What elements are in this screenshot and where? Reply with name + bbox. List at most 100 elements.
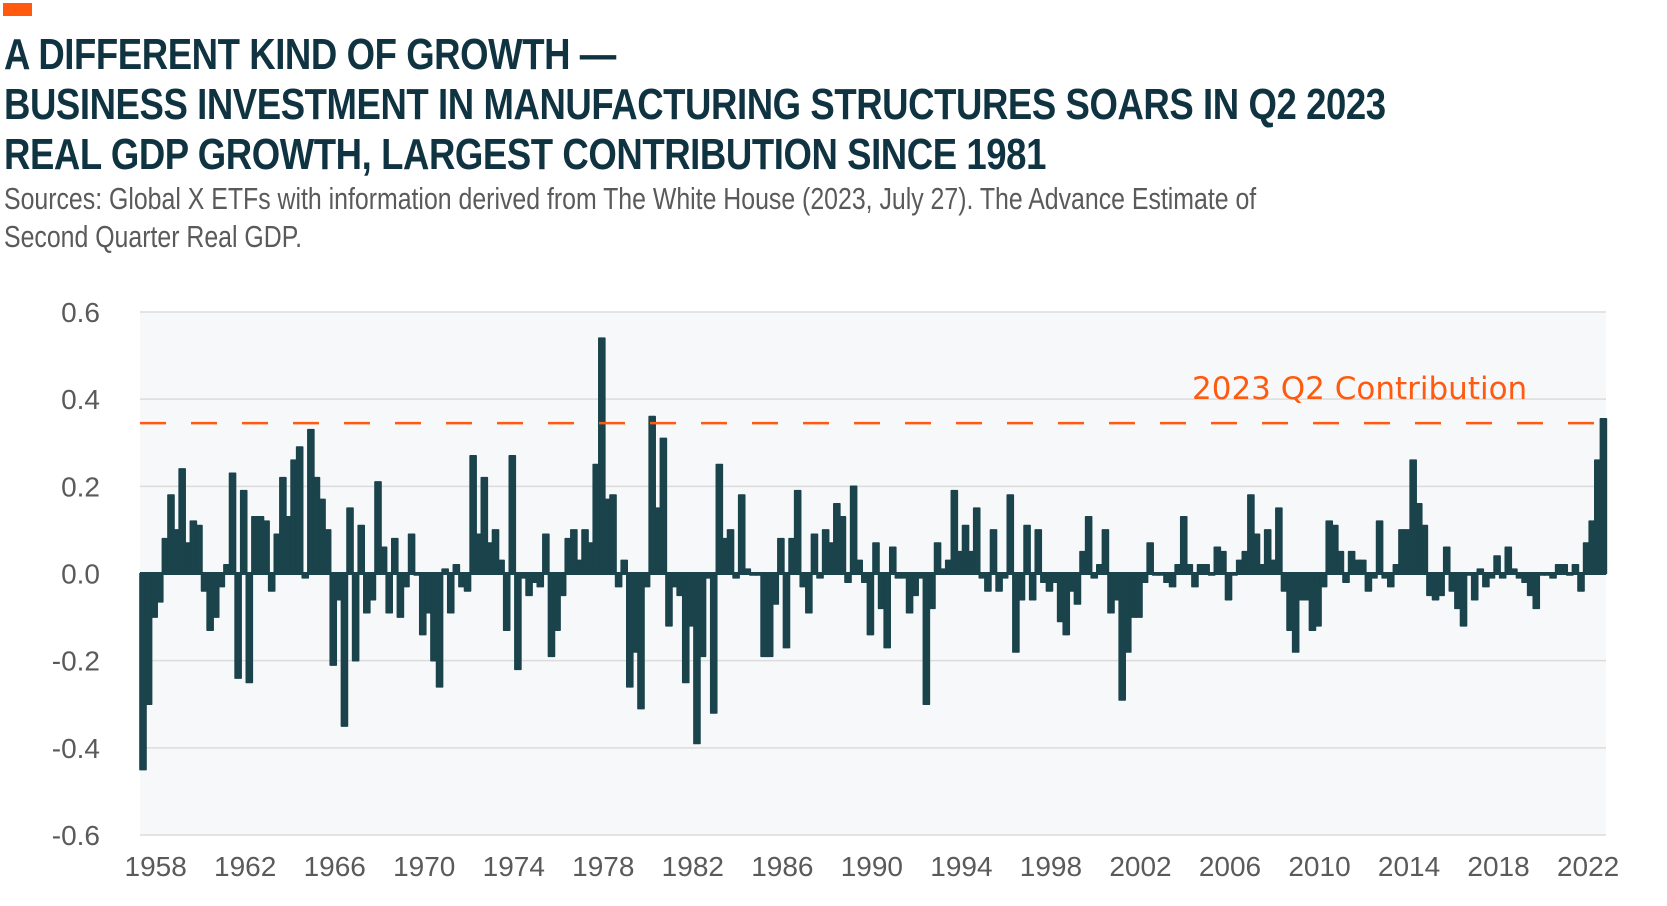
bar bbox=[609, 494, 617, 575]
bar bbox=[228, 472, 237, 575]
y-tick-label: 0.2 bbox=[61, 471, 100, 502]
bar bbox=[659, 437, 668, 575]
bar bbox=[407, 533, 416, 575]
bar bbox=[737, 494, 746, 575]
bar bbox=[357, 524, 366, 575]
bar bbox=[972, 507, 981, 575]
bar bbox=[1437, 572, 1445, 597]
bar bbox=[1146, 542, 1154, 575]
bar bbox=[1017, 572, 1026, 601]
bar bbox=[1386, 572, 1395, 588]
bar bbox=[642, 572, 651, 588]
y-tick-label: 0.6 bbox=[61, 297, 100, 328]
bar bbox=[614, 572, 623, 588]
bar bbox=[866, 572, 875, 636]
brand-logo-mark bbox=[3, 3, 32, 16]
bar bbox=[234, 572, 242, 679]
reference-line-label: 2023 Q2 Contribution bbox=[1192, 371, 1527, 407]
bar bbox=[1459, 572, 1468, 627]
bar bbox=[810, 533, 819, 575]
bar bbox=[435, 572, 444, 688]
bar bbox=[295, 446, 304, 575]
x-tick-label: 2006 bbox=[1199, 851, 1261, 882]
title-line-2: BUSINESS INVESTMENT IN MANUFACTURING STR… bbox=[4, 80, 1386, 129]
x-tick-label: 2018 bbox=[1467, 851, 1529, 882]
x-tick-label: 1974 bbox=[483, 851, 545, 882]
bar bbox=[805, 572, 813, 614]
x-tick-label: 2022 bbox=[1557, 851, 1619, 882]
bar bbox=[771, 572, 780, 605]
bar bbox=[390, 537, 399, 575]
title-line-1: A DIFFERENT KIND OF GROWTH — bbox=[4, 30, 616, 79]
x-tick-label: 1994 bbox=[930, 851, 992, 882]
bar bbox=[245, 572, 254, 684]
x-tick-label: 1982 bbox=[662, 851, 724, 882]
y-tick-label: 0.0 bbox=[61, 559, 100, 590]
bar bbox=[508, 455, 517, 575]
bar bbox=[872, 542, 880, 575]
bar-series bbox=[139, 337, 1608, 771]
bar bbox=[793, 489, 802, 575]
bar bbox=[351, 572, 360, 662]
bar bbox=[1224, 572, 1233, 601]
bar bbox=[698, 572, 707, 658]
bar bbox=[1084, 516, 1093, 575]
x-tick-label: 1978 bbox=[572, 851, 634, 882]
bar bbox=[262, 520, 270, 575]
bar bbox=[217, 572, 226, 588]
bar bbox=[1577, 572, 1585, 592]
bar bbox=[1532, 572, 1541, 610]
bar bbox=[1034, 529, 1043, 575]
bar bbox=[838, 516, 847, 575]
bar bbox=[709, 572, 718, 714]
x-tick-label: 2010 bbox=[1288, 851, 1350, 882]
x-tick-label: 1990 bbox=[841, 851, 903, 882]
bar bbox=[855, 559, 864, 575]
sources-line-1: Sources: Global X ETFs with information … bbox=[4, 182, 1257, 216]
bar bbox=[402, 572, 410, 588]
bar bbox=[497, 559, 505, 575]
x-tick-label: 1958 bbox=[125, 851, 187, 882]
bar bbox=[463, 572, 472, 592]
bar bbox=[637, 572, 645, 710]
y-tick-label: -0.2 bbox=[52, 646, 100, 677]
bar bbox=[536, 572, 545, 588]
x-tick-label: 1962 bbox=[214, 851, 276, 882]
bar bbox=[385, 572, 393, 614]
bar bbox=[989, 529, 998, 575]
bar bbox=[1191, 572, 1199, 588]
x-tick-label: 1998 bbox=[1020, 851, 1082, 882]
x-tick-label: 1986 bbox=[751, 851, 813, 882]
bar bbox=[267, 572, 276, 592]
bar bbox=[620, 559, 629, 575]
bar bbox=[558, 572, 567, 597]
bar bbox=[1028, 572, 1037, 601]
y-tick-label: -0.6 bbox=[52, 820, 100, 851]
y-axis-labels: 0.6 0.4 0.2 0.0 -0.2 -0.4 -0.6 bbox=[52, 297, 100, 851]
x-tick-label: 2014 bbox=[1378, 851, 1440, 882]
bar bbox=[195, 524, 203, 575]
bar bbox=[883, 572, 891, 649]
x-tick-label: 2002 bbox=[1109, 851, 1171, 882]
bar bbox=[928, 572, 936, 610]
bar bbox=[1101, 529, 1110, 575]
bar bbox=[1359, 559, 1367, 575]
bar bbox=[1442, 546, 1451, 575]
bar bbox=[502, 572, 511, 631]
bar bbox=[1319, 572, 1328, 588]
bar bbox=[782, 572, 791, 649]
bar bbox=[239, 489, 248, 575]
y-tick-label: -0.4 bbox=[52, 733, 100, 764]
bar bbox=[1023, 524, 1031, 575]
bar bbox=[446, 572, 455, 614]
sources-line-2: Second Quarter Real GDP. bbox=[4, 220, 302, 254]
bar bbox=[1420, 524, 1429, 575]
bar bbox=[1168, 572, 1177, 588]
bar bbox=[1006, 494, 1015, 575]
bar bbox=[346, 507, 354, 575]
bar bbox=[984, 572, 992, 592]
bar bbox=[1336, 550, 1345, 575]
bar bbox=[340, 572, 349, 727]
y-tick-label: 0.4 bbox=[61, 384, 100, 415]
